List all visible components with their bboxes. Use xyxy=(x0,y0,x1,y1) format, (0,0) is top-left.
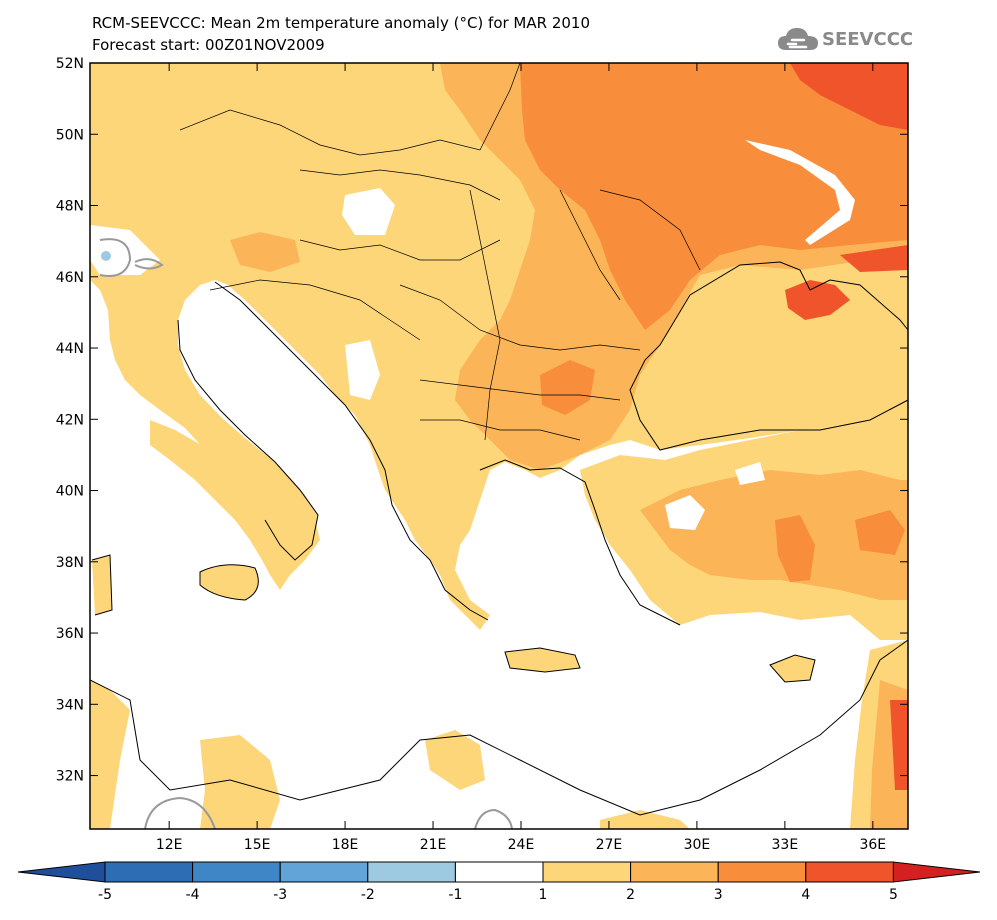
lon-tick-label: 36E xyxy=(859,837,886,853)
lon-tick-label: 18E xyxy=(332,837,359,853)
lat-tick-label: 50N xyxy=(56,127,84,143)
anomaly-region-2-3-alps xyxy=(230,232,300,272)
anomaly-region-1-2-libya-east xyxy=(425,730,485,790)
anomaly-region-1-2-sicily xyxy=(200,564,259,600)
anomaly-region-1-2-africa xyxy=(90,680,130,829)
colorbar-label: 1 xyxy=(539,887,548,903)
anomaly-region-neutral-alps-west xyxy=(90,225,160,275)
anomaly-region-3-4-bulgaria xyxy=(540,360,595,415)
anomaly-region-1-2-libya-west xyxy=(200,735,280,829)
anomaly-region-negative xyxy=(101,251,111,261)
colorbar-segment xyxy=(630,861,719,883)
anomaly-region-neutral-turkey-central xyxy=(735,462,765,485)
anomaly-region-2-3-anatolia xyxy=(640,470,908,600)
anomaly-region-4-5-crimea xyxy=(785,280,850,320)
lat-tick-label: 38N xyxy=(56,555,84,571)
lon-tick-label: 30E xyxy=(684,837,711,853)
lat-tick-label: 40N xyxy=(56,484,84,500)
anomaly-region-1-2-sardinia xyxy=(92,555,112,615)
colorbar-above-arrow xyxy=(892,861,981,883)
anomaly-region-4-5-north xyxy=(790,63,908,130)
aegean-coast xyxy=(479,459,681,626)
lat-tick-label: 46N xyxy=(56,270,84,286)
colorbar-segment xyxy=(805,861,894,883)
forecast-start-label: Forecast start: 00Z01NOV2009 xyxy=(92,36,325,54)
anomaly-region-1-2-crete xyxy=(505,648,580,672)
lat-tick-label: 42N xyxy=(56,412,84,428)
anomaly-region-4-5-azov xyxy=(840,245,908,272)
lat-tick-label: 52N xyxy=(56,56,84,72)
colorbar-label: 5 xyxy=(889,887,898,903)
lat-tick-label: 34N xyxy=(56,697,84,713)
anomaly-region-1-2-cyprus xyxy=(770,655,815,682)
adriatic-coast xyxy=(177,281,489,621)
anomaly-region-neutral-turkey xyxy=(665,495,705,530)
colorbar-label: -4 xyxy=(186,887,200,903)
colorbar-segment xyxy=(454,861,544,883)
colorbar-label: -2 xyxy=(361,887,375,903)
colorbar-below-arrow xyxy=(17,861,106,883)
seevccc-logo: SEEVCCC xyxy=(776,22,914,58)
lat-tick-label: 36N xyxy=(56,626,84,642)
zero-contour-libya-east xyxy=(474,808,513,829)
longitude-axis: 12E 15E 18E 21E 24E 27E 30E 33E 36E xyxy=(156,63,886,853)
lat-tick-label: 32N xyxy=(56,769,84,785)
lon-tick-label: 15E xyxy=(244,837,271,853)
colorbar-label: 3 xyxy=(714,887,723,903)
colorbar: -5 -4 -3 -2 -1 1 2 3 4 5 xyxy=(17,861,981,903)
black-sea-coast xyxy=(629,261,908,451)
anomaly-region-3-4-east xyxy=(520,63,908,330)
colorbar-segment xyxy=(192,861,281,883)
lat-tick-label: 44N xyxy=(56,341,84,357)
lat-tick-label: 48N xyxy=(56,199,84,215)
lon-tick-label: 21E xyxy=(420,837,447,853)
colorbar-segment xyxy=(367,861,456,883)
lon-tick-label: 27E xyxy=(596,837,623,853)
crete-coast xyxy=(504,647,581,673)
plot-frame xyxy=(89,62,909,830)
colorbar-segment xyxy=(717,861,807,883)
border-lines xyxy=(179,63,701,441)
map-title: RCM-SEEVCCC: Mean 2m temperature anomaly… xyxy=(92,14,590,32)
colorbar-label: -3 xyxy=(273,887,287,903)
zero-contours xyxy=(99,238,513,829)
colorbar-label: 4 xyxy=(801,887,810,903)
anomaly-region-3-4-turkey xyxy=(775,515,815,582)
latitude-axis: 52N 50N 48N 46N 44N 42N 40N 38N 36N 34N 32N xyxy=(56,56,908,785)
colorbar-label: -5 xyxy=(98,887,112,903)
colorbar-label: 2 xyxy=(626,887,635,903)
lon-tick-label: 24E xyxy=(508,837,535,853)
anomaly-field xyxy=(90,63,908,829)
sicily-coast xyxy=(199,564,259,601)
cloud-icon xyxy=(778,28,818,50)
colorbar-label: -1 xyxy=(448,887,462,903)
zero-contour-libya xyxy=(144,796,216,829)
country-borders xyxy=(179,63,701,441)
colorbar-segment xyxy=(542,861,632,883)
anomaly-region-neutral-ukraine-streak xyxy=(745,140,855,245)
colorbar-segment xyxy=(104,861,194,883)
anomaly-region-3-4-turkey-east xyxy=(855,510,905,555)
anomaly-region-1-2-italy xyxy=(150,420,320,590)
colorbar-segment xyxy=(279,861,369,883)
anomaly-region-4-5-levant xyxy=(890,700,908,790)
sardinia-coast xyxy=(91,554,113,616)
anomaly-region-neutral-hungary xyxy=(342,188,395,235)
logo-text: SEEVCCC xyxy=(822,29,914,50)
anomaly-region-neutral-albania xyxy=(345,340,380,400)
zero-contour-alps xyxy=(99,238,164,277)
lon-tick-label: 12E xyxy=(156,837,183,853)
coastlines xyxy=(90,261,908,816)
africa-coast xyxy=(90,639,908,816)
lon-tick-label: 33E xyxy=(772,837,799,853)
anomaly-region-1-2-egypt xyxy=(600,810,690,829)
cyprus-coast xyxy=(769,654,816,683)
